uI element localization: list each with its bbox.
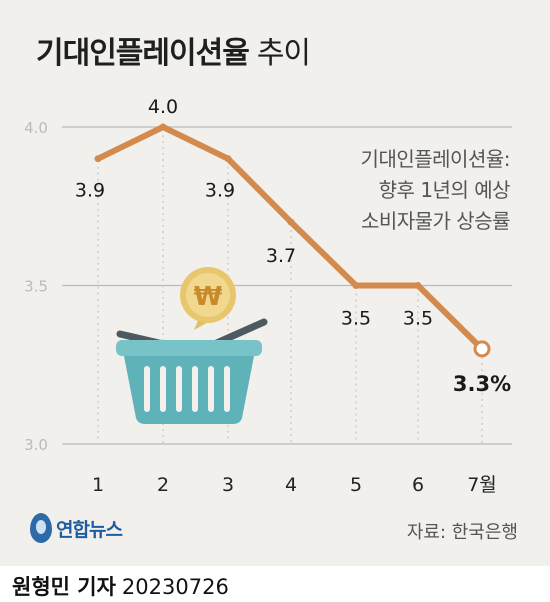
data-point-marker [224,155,232,163]
title-main: 기대인플레이션율 [36,36,250,71]
series-line [94,123,491,358]
data-point-marker [287,218,295,226]
description-line: 소비자물가 상승률 [360,209,511,233]
logo-text: 연합뉴스 [56,518,123,541]
chart-title: 기대인플레이션율 추이 [36,28,311,72]
x-tick-label: 7월 [467,474,497,496]
data-point-marker [159,123,167,131]
y-tick-label: 3.5 [24,278,48,296]
infographic-card: 기대인플레이션율 추이 3.0 3.5 4.0 [24,28,518,548]
credit-bar: 원형민 기자 20230726 [0,566,550,602]
data-label: 3.3% [453,372,511,396]
data-label: 3.5 [341,308,371,330]
x-tick-label: 1 [92,474,104,496]
x-tick-label: 4 [285,474,297,496]
x-tick-label: 2 [157,474,169,496]
title-sub: 추이 [256,36,311,71]
x-tick-label: 5 [350,474,362,496]
data-point-marker [94,155,102,163]
y-tick-label: 4.0 [24,119,48,137]
x-tick-label: 6 [412,474,424,496]
svg-text:₩: ₩ [194,282,223,312]
description-line: 향후 1년의 예상 [378,178,511,202]
data-point-marker [414,282,422,289]
x-axis-ticks: 1 2 3 4 5 6 7월 [92,474,497,496]
data-point-marker [352,282,360,289]
basket-icon [116,318,268,424]
source-note: 자료: 한국은행 [406,522,518,543]
credit: 원형민 기자 20230726 [12,571,229,601]
line-chart: 3.0 3.5 4.0 ₩ [24,96,512,496]
yonhap-logo-icon [30,513,52,543]
data-label: 4.0 [148,96,178,118]
data-label: 3.7 [266,245,296,267]
data-point-marker [473,340,491,358]
data-label: 3.9 [75,180,105,202]
chart-description: 기대인플레이션율: 향후 1년의 예상 소비자물가 상승률 [360,144,511,237]
data-label: 3.5 [403,308,433,330]
won-coin-icon: ₩ [180,267,236,330]
yonhap-logo: 연합뉴스 [30,508,123,548]
description-line: 기대인플레이션율: [360,147,511,171]
data-labels: 3.9 4.0 3.9 3.7 3.5 3.5 3.3% [75,96,511,396]
data-label: 3.9 [205,180,235,202]
x-tick-label: 3 [222,474,234,496]
reporter-name: 원형민 기자 [12,575,116,599]
y-axis-ticks: 3.0 3.5 4.0 [24,119,48,454]
credit-date: 20230726 [121,575,229,599]
y-tick-label: 3.0 [24,436,48,454]
